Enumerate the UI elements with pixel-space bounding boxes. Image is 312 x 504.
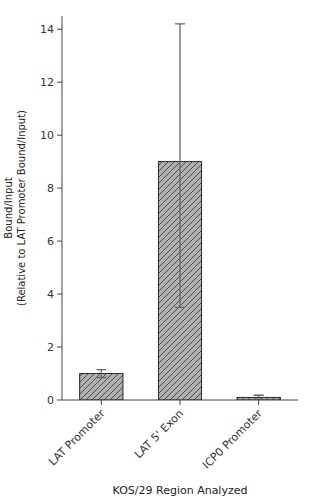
y-tick-label: 4 bbox=[47, 288, 54, 301]
y-axis bbox=[62, 16, 63, 400]
x-tick bbox=[101, 400, 102, 405]
chart: 0 2 4 6 8 10 12 14 LAT Promoter LAT 5' Exon ICP0 P… bbox=[0, 0, 312, 504]
y-tick-label: 10 bbox=[40, 129, 54, 142]
x-axis-label: KOS/29 Region Analyzed bbox=[113, 484, 248, 497]
error-bar bbox=[175, 24, 185, 307]
plot: 0 2 4 6 8 10 12 14 LAT Promoter LAT 5' Exon ICP0 P… bbox=[3, 16, 298, 497]
y-tick bbox=[57, 347, 62, 348]
y-tick bbox=[57, 29, 62, 30]
y-tick bbox=[57, 400, 62, 401]
error-bar bbox=[254, 395, 264, 399]
y-tick-label: 12 bbox=[40, 76, 54, 89]
y-tick-label: 2 bbox=[47, 341, 54, 354]
error-bar bbox=[96, 370, 106, 378]
x-tick bbox=[258, 400, 259, 405]
x-tick bbox=[180, 400, 181, 405]
y-axis-label: (Relative to LAT Promoter Bound/Input) bbox=[16, 110, 27, 306]
y-tick bbox=[57, 82, 62, 83]
y-tick-label: 14 bbox=[40, 23, 54, 36]
y-axis-label: Bound/Input bbox=[3, 177, 14, 238]
x-tick-label: LAT 5' Exon bbox=[132, 407, 186, 461]
y-tick-label: 8 bbox=[47, 182, 54, 195]
marks bbox=[80, 24, 281, 400]
y-tick bbox=[57, 241, 62, 242]
x-tick-label: LAT Promoter bbox=[46, 407, 108, 469]
y-tick bbox=[57, 188, 62, 189]
y-tick bbox=[57, 135, 62, 136]
y-tick bbox=[57, 294, 62, 295]
y-tick-label: 0 bbox=[47, 394, 54, 407]
x-tick-label: ICP0 Promoter bbox=[200, 407, 265, 472]
y-tick-label: 6 bbox=[47, 235, 54, 248]
